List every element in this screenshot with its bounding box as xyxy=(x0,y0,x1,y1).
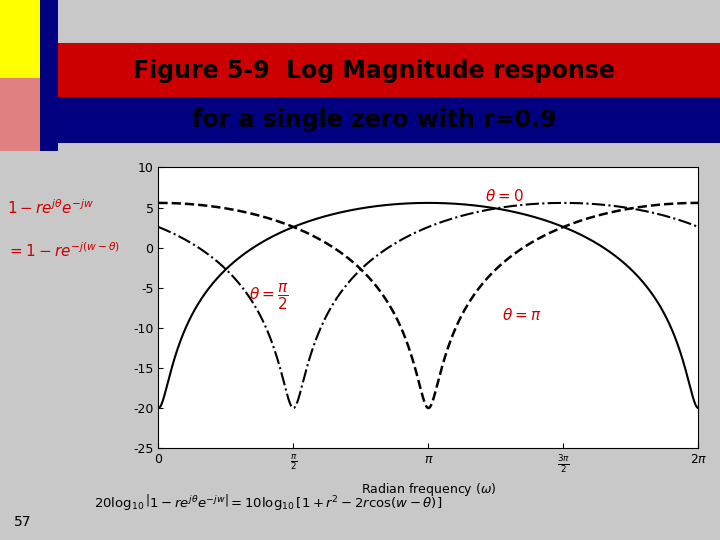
Text: $\theta=\pi$: $\theta=\pi$ xyxy=(502,307,541,323)
Text: 57: 57 xyxy=(14,515,32,529)
Text: $=1-re^{-j(w-\theta)}$: $=1-re^{-j(w-\theta)}$ xyxy=(7,242,120,260)
Text: $\theta=\dfrac{\pi}{2}$: $\theta=\dfrac{\pi}{2}$ xyxy=(248,282,289,312)
Text: $20\log_{10}\left|1-re^{j\theta}e^{-jw}\right|=10\log_{10}\left[1+r^2-2r\cos(w-\: $20\log_{10}\left|1-re^{j\theta}e^{-jw}\… xyxy=(94,492,442,512)
Bar xyxy=(0,78,40,151)
Bar xyxy=(0,0,40,78)
Bar xyxy=(40,0,58,151)
X-axis label: Radian frequency ($\omega$): Radian frequency ($\omega$) xyxy=(361,481,496,497)
Text: for a single zero with r=0.9: for a single zero with r=0.9 xyxy=(192,109,557,132)
Text: $\theta=0$: $\theta=0$ xyxy=(485,188,523,204)
Bar xyxy=(58,43,720,97)
Text: $1-re^{j\theta}e^{-jw}$: $1-re^{j\theta}e^{-jw}$ xyxy=(7,199,95,217)
Bar xyxy=(58,97,720,143)
Text: Figure 5-9  Log Magnitude response: Figure 5-9 Log Magnitude response xyxy=(133,59,616,83)
